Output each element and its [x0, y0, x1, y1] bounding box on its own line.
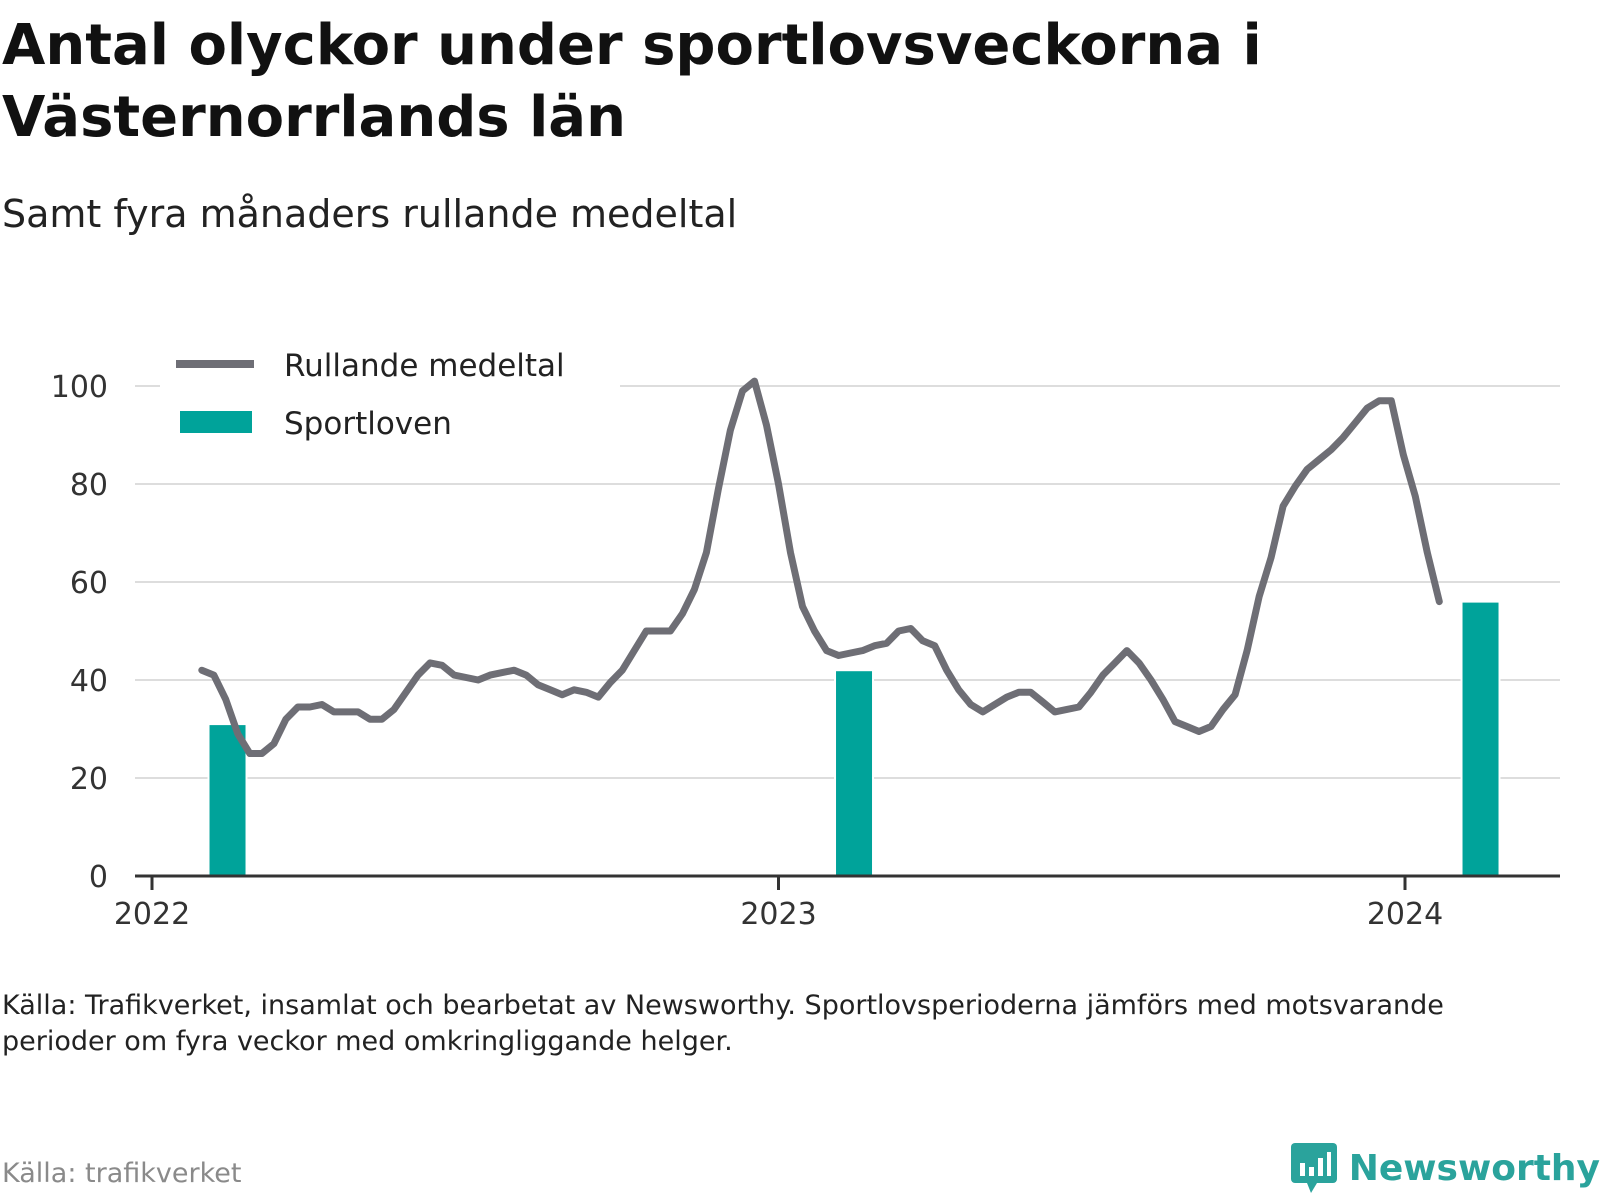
y-tick-label: 20 [70, 762, 108, 797]
legend-label-bar: Sportloven [284, 406, 452, 442]
chart-area: 0 20 40 60 80 100 2022 2023 2024 Rullande medel… [50, 338, 1560, 932]
sportloven-bars [207, 600, 1501, 878]
chart-title: Antal olyckor under sportlovsveckorna i … [2, 13, 1262, 150]
brand-name: Newsworthy [1348, 1147, 1600, 1189]
x-tick-label: 2022 [114, 897, 190, 932]
source-text: Källa: trafikverket [2, 1158, 242, 1189]
sportlov-bar [207, 723, 248, 877]
y-tick-label: 100 [51, 370, 108, 405]
newsworthy-logo: Newsworthy [1289, 1140, 1600, 1196]
legend-background [160, 338, 620, 456]
rolling-average-line [198, 377, 1443, 757]
legend-label-line: Rullande medeltal [284, 348, 565, 384]
legend: Rullande medeltal Sportloven [160, 338, 620, 456]
legend-bar-swatch [180, 411, 252, 433]
footnote: Källa: Trafikverket, insamlat och bearbe… [2, 990, 1444, 1057]
newsworthy-icon [1290, 1143, 1337, 1193]
y-axis-ticks: 0 20 40 60 80 100 [51, 370, 108, 895]
y-tick-label: 60 [70, 566, 108, 601]
sportlov-bar [834, 669, 875, 878]
y-tick-label: 40 [70, 664, 108, 699]
x-axis-ticks: 2022 2023 2024 [114, 876, 1443, 932]
y-tick-label: 80 [70, 468, 108, 503]
y-tick-label: 0 [89, 860, 108, 895]
x-tick-label: 2023 [740, 897, 816, 932]
sportlov-bar [1460, 600, 1501, 877]
chart-subtitle: Samt fyra månaders rullande medeltal [2, 192, 738, 236]
x-tick-label: 2024 [1367, 897, 1443, 932]
